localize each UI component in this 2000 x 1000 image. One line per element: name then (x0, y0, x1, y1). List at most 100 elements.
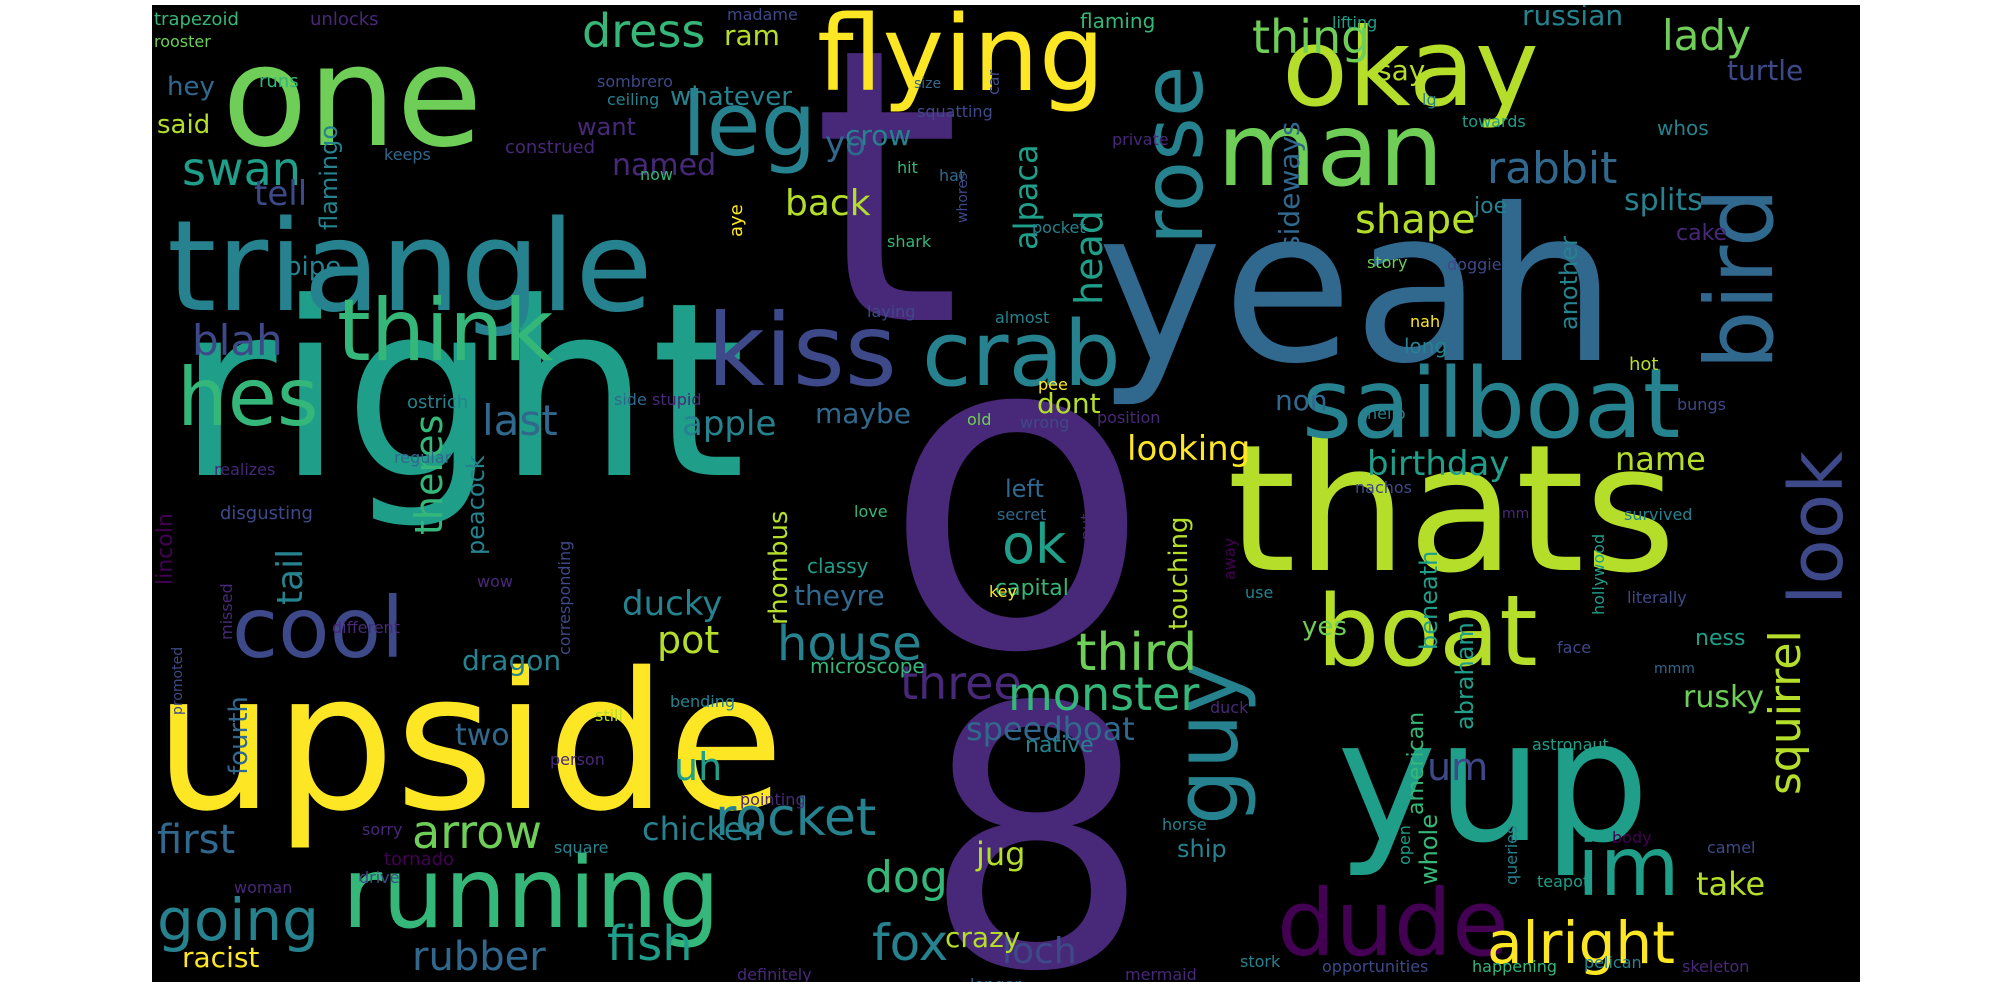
word-promoted: promoted (170, 647, 186, 715)
word-american: american (1404, 712, 1429, 815)
word-stupid: stupid (652, 390, 702, 409)
word-pointing: pointing (740, 790, 806, 809)
word-yes: yes (1302, 612, 1347, 642)
word-name: name (1615, 440, 1706, 478)
word-classy: classy (807, 554, 869, 578)
word-nachos: nachos (1355, 478, 1412, 497)
word-open: open (1395, 825, 1414, 865)
word-flamingo: flamingo (315, 125, 343, 230)
word-dress: dress (582, 5, 705, 58)
word-crab: crab (922, 302, 1121, 407)
word-definitely: definitely (737, 965, 812, 982)
word-loch: loch (1002, 931, 1077, 972)
word-im: im (1577, 820, 1680, 915)
word-story: story (1367, 253, 1407, 272)
word-happening: happening (1472, 957, 1557, 976)
word-key: key (989, 582, 1017, 601)
word-right: right (177, 251, 746, 533)
word-flying: flying (817, 5, 1105, 115)
word-lifting: lifting (1332, 13, 1377, 32)
word-yeah: yeah (1097, 163, 1617, 410)
word-running: running (342, 837, 720, 951)
word-whole: whole (1415, 814, 1443, 885)
word-looking: looking (1127, 429, 1250, 469)
word-abraham: abraham (1451, 622, 1479, 730)
word-hey: hey (167, 72, 215, 102)
word-left: left (1005, 475, 1044, 503)
word-say: say (1377, 54, 1425, 87)
word-rocket: rocket (715, 788, 876, 848)
word-native: native (1025, 733, 1094, 758)
word-lincoln: lincoln (153, 513, 178, 585)
word-doggie: doggie (1447, 255, 1502, 274)
word-thats: thats (1227, 407, 1676, 612)
word-square: square (554, 838, 609, 857)
word-monster: monster (1008, 667, 1199, 721)
word-one: one (222, 16, 483, 179)
word-construed: construed (505, 137, 595, 158)
word-nah: nah (1410, 312, 1440, 331)
word-uh: uh (674, 745, 722, 789)
word-third: third (1076, 623, 1197, 683)
word-named: named (612, 148, 716, 183)
word-hot: hot (1629, 354, 1658, 375)
word-ostrich: ostrich (407, 392, 468, 413)
word-astronaut: astronaut (1532, 735, 1609, 754)
word-keeps: keeps (384, 145, 431, 164)
word-still: still (595, 706, 623, 725)
word-mmm: mmm (1654, 661, 1695, 677)
word-dragon: dragon (462, 644, 561, 677)
word-shark: shark (887, 232, 932, 251)
word-ship: ship (1177, 835, 1227, 863)
word-sailboat: sailboat (1302, 348, 1680, 460)
word-rusky: rusky (1683, 680, 1764, 715)
word-opportunities: opportunities (1322, 957, 1428, 976)
word-private: private (1112, 130, 1169, 149)
word-last: last (482, 396, 558, 445)
word-bungs: bungs (1677, 395, 1726, 414)
word-whos: whos (1657, 116, 1709, 140)
word-queries: queries (1502, 826, 1521, 885)
word-position: position (1097, 408, 1160, 427)
word-man: man (1217, 91, 1444, 210)
word-regular: regular (394, 448, 452, 467)
word-skeleton: skeleton (1682, 957, 1749, 976)
word-survived: survived (1624, 505, 1692, 524)
word-horse: horse (1162, 815, 1207, 834)
word-rubber: rubber (412, 934, 546, 980)
word-yo: yo (825, 124, 866, 164)
word-racist: racist (182, 941, 259, 974)
word-ness: ness (1695, 626, 1745, 651)
word-hes: hes (177, 351, 319, 444)
word-duck: duck (1210, 698, 1249, 717)
word-dude: dude (1277, 870, 1509, 977)
word-look: look (1774, 451, 1860, 605)
word-wrong: wrong (1020, 413, 1069, 432)
word-trapezoid: trapezoid (154, 9, 239, 30)
word-mermaid: mermaid (1125, 965, 1197, 982)
word-lady: lady (1662, 11, 1751, 60)
word-rose: rose (1124, 65, 1222, 245)
word-corresponding: corresponding (555, 541, 574, 655)
word-upside: upside (154, 632, 784, 853)
word-cool: cool (232, 579, 404, 677)
word-dog: dog (865, 852, 948, 903)
word-splits: splits (1624, 183, 1703, 218)
word-shape: shape (1355, 197, 1476, 243)
word-ram: ram (724, 19, 780, 52)
word-think: think (337, 281, 554, 381)
word-person: person (550, 750, 605, 769)
word-theres: theres (407, 415, 451, 535)
word-whatever: whatever (670, 82, 792, 112)
word-apple: apple (682, 404, 776, 444)
word-drive: drive (359, 868, 400, 887)
word-now: now (640, 165, 673, 184)
word-boat: boat (1317, 575, 1538, 689)
word-realizes: realizes (214, 460, 275, 479)
word-fox: fox (872, 914, 948, 972)
word-different: different (332, 618, 400, 637)
word-dont: dont (1037, 387, 1101, 420)
word-another: another (1555, 236, 1583, 330)
word-two: two (455, 718, 510, 753)
word-literally: literally (1627, 588, 1687, 607)
